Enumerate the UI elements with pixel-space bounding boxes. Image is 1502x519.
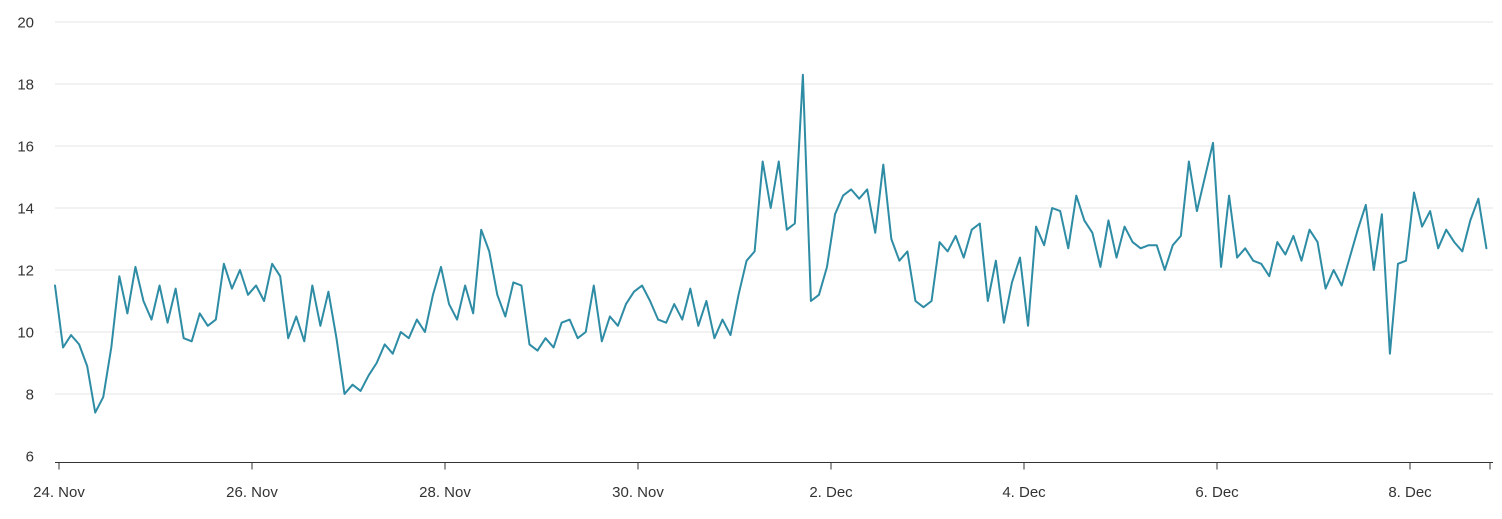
x-axis-label: 4. Dec bbox=[1002, 484, 1046, 501]
y-axis-label: 16 bbox=[17, 138, 34, 155]
x-axis-label: 24. Nov bbox=[33, 484, 85, 501]
y-axis-label: 10 bbox=[17, 324, 34, 341]
x-axis-label: 30. Nov bbox=[612, 484, 664, 501]
series-line bbox=[54, 73, 1488, 414]
y-axis-label: 8 bbox=[26, 386, 34, 403]
x-axis-label: 8. Dec bbox=[1388, 484, 1432, 501]
y-axis-label: 18 bbox=[17, 76, 34, 93]
x-axis-label: 2. Dec bbox=[809, 484, 853, 501]
x-axis-label: 28. Nov bbox=[419, 484, 471, 501]
x-axis-label: 26. Nov bbox=[226, 484, 278, 501]
x-axis-label: 6. Dec bbox=[1195, 484, 1239, 501]
y-axis-label: 12 bbox=[17, 262, 34, 279]
y-axis-label: 14 bbox=[17, 200, 34, 217]
y-axis-label: 20 bbox=[17, 14, 34, 31]
y-axis-label: 6 bbox=[26, 448, 34, 465]
